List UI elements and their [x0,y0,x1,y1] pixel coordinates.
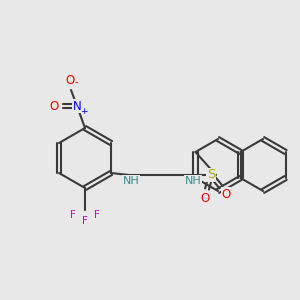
Text: N: N [73,100,81,112]
Text: O: O [65,74,75,88]
Text: +: + [80,106,88,116]
Text: O: O [200,191,210,205]
Text: -: - [74,77,78,87]
Text: F: F [70,210,76,220]
Text: NH: NH [123,176,140,186]
Text: S: S [207,169,215,182]
Text: F: F [82,216,88,226]
Text: O: O [221,188,231,200]
Text: F: F [94,210,100,220]
Text: O: O [50,100,58,112]
Text: NH: NH [184,176,201,186]
